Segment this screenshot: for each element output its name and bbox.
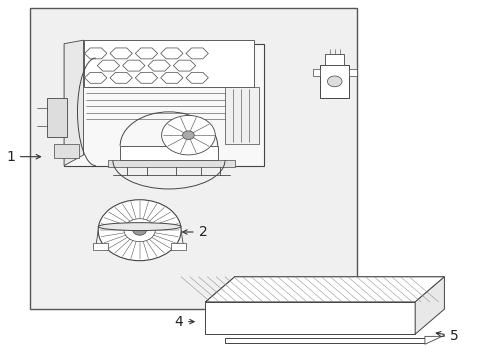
Polygon shape <box>348 69 356 76</box>
Polygon shape <box>173 60 195 71</box>
Polygon shape <box>93 243 108 250</box>
Polygon shape <box>161 72 183 83</box>
Text: 4: 4 <box>174 315 194 329</box>
Polygon shape <box>185 72 208 83</box>
Polygon shape <box>171 243 185 250</box>
Polygon shape <box>84 72 107 83</box>
Polygon shape <box>97 60 120 71</box>
Text: 2: 2 <box>183 225 207 239</box>
Polygon shape <box>224 338 424 343</box>
Circle shape <box>182 131 194 139</box>
Polygon shape <box>205 277 444 302</box>
Polygon shape <box>320 65 348 98</box>
Circle shape <box>161 116 215 155</box>
Polygon shape <box>83 40 254 87</box>
Circle shape <box>124 219 155 242</box>
Polygon shape <box>414 277 444 334</box>
Polygon shape <box>108 160 234 167</box>
Polygon shape <box>110 72 132 83</box>
Circle shape <box>327 76 341 87</box>
Polygon shape <box>205 302 414 334</box>
Polygon shape <box>47 98 66 137</box>
Polygon shape <box>135 48 157 59</box>
Polygon shape <box>325 54 344 65</box>
Polygon shape <box>84 48 107 59</box>
Bar <box>30 8 356 309</box>
Text: 1: 1 <box>6 150 41 164</box>
Polygon shape <box>96 230 183 244</box>
Polygon shape <box>122 60 144 71</box>
Polygon shape <box>120 146 217 160</box>
Polygon shape <box>110 48 132 59</box>
Text: 5: 5 <box>435 329 458 343</box>
Polygon shape <box>161 48 183 59</box>
Polygon shape <box>64 40 83 166</box>
Polygon shape <box>64 44 264 166</box>
Polygon shape <box>135 72 157 83</box>
Polygon shape <box>205 277 444 302</box>
Polygon shape <box>148 60 170 71</box>
Circle shape <box>133 225 146 235</box>
Polygon shape <box>424 335 444 344</box>
Polygon shape <box>312 69 320 76</box>
Polygon shape <box>54 144 79 158</box>
Polygon shape <box>224 87 259 144</box>
Circle shape <box>98 200 181 261</box>
Ellipse shape <box>98 223 181 230</box>
Text: 3: 3 <box>325 81 341 101</box>
Polygon shape <box>185 48 208 59</box>
